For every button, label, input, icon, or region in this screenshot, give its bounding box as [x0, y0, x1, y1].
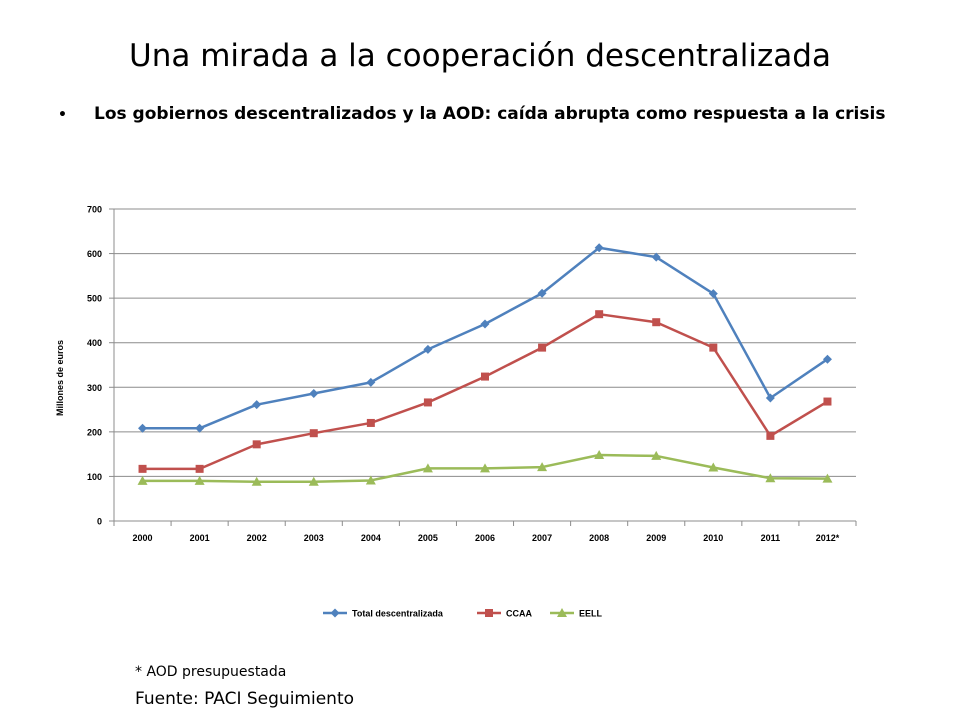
x-tick-label: 2009	[646, 533, 666, 543]
data-point	[309, 429, 318, 438]
data-point	[708, 289, 718, 299]
series-group	[137, 243, 833, 486]
data-point	[538, 343, 547, 352]
legend-label: Total descentralizada	[352, 609, 444, 619]
data-point	[423, 398, 432, 407]
data-point	[365, 475, 376, 485]
x-tick-label: 2006	[475, 533, 495, 543]
series-1	[138, 310, 832, 473]
data-point	[137, 475, 148, 485]
x-tick-label: 2010	[703, 533, 723, 543]
data-point	[595, 310, 604, 319]
y-axis-title: Millones de euros	[55, 340, 65, 416]
data-point	[765, 473, 776, 483]
x-tick-label: 2008	[589, 533, 609, 543]
series-2	[137, 450, 833, 486]
data-point	[651, 252, 661, 262]
data-point	[423, 344, 433, 354]
y-tick-label: 300	[87, 383, 102, 393]
legend-label: CCAA	[506, 609, 532, 619]
slide-title: Una mirada a la cooperación descentraliz…	[129, 38, 831, 74]
series-0	[138, 243, 832, 433]
bullet-text: Los gobiernos descentralizados y la AOD:…	[94, 104, 886, 124]
data-point	[480, 463, 490, 473]
data-point	[652, 318, 661, 327]
y-tick-label: 0	[97, 517, 102, 527]
data-point	[651, 450, 662, 460]
bullet-item: • Los gobiernos descentralizados y la AO…	[58, 104, 938, 124]
y-tick-label: 500	[87, 294, 102, 304]
data-point	[480, 319, 490, 329]
data-point	[138, 464, 147, 473]
bullet-icon: •	[58, 107, 67, 123]
legend-item: Total descentralizada	[323, 608, 444, 619]
data-point	[594, 450, 605, 460]
data-point	[195, 423, 205, 433]
series-line	[142, 246, 829, 430]
data-point	[822, 354, 832, 364]
data-point	[422, 463, 433, 473]
data-point	[594, 243, 604, 253]
data-point	[708, 462, 719, 472]
x-tick-label: 2012*	[816, 533, 840, 543]
legend-marker	[485, 609, 493, 617]
data-point	[366, 377, 376, 387]
axes: 0 100 200 300 400 500 600 700 2000 2001 2002 2003 20…	[55, 205, 857, 543]
data-point	[252, 440, 261, 449]
data-point	[766, 431, 775, 440]
data-point	[765, 393, 775, 403]
x-tick-label: 2004	[361, 533, 381, 543]
y-tick-label: 600	[87, 249, 102, 259]
gridlines	[114, 208, 856, 477]
y-tick-label: 100	[87, 472, 102, 482]
x-tick-label: 2001	[190, 533, 210, 543]
data-point	[251, 476, 262, 486]
series-line	[142, 312, 829, 471]
data-point	[195, 464, 204, 473]
legend-marker	[557, 608, 567, 617]
data-point	[822, 473, 833, 483]
source-note: Fuente: PACI Seguimiento	[135, 689, 355, 709]
data-point	[366, 418, 375, 427]
legend-marker	[330, 608, 340, 618]
legend: Total descentralizada CCAA EELL	[323, 608, 603, 619]
y-tick-label: 200	[87, 427, 102, 437]
data-point	[481, 372, 489, 381]
legend-label: EELL	[579, 609, 603, 619]
legend-item: EELL	[550, 608, 603, 619]
data-point	[537, 462, 548, 472]
data-point	[537, 288, 547, 298]
data-point	[309, 389, 319, 399]
x-tick-label: 2002	[247, 533, 267, 543]
data-point	[138, 423, 148, 433]
data-point	[194, 475, 205, 485]
data-point	[308, 476, 319, 486]
x-tick-label: 2003	[304, 533, 324, 543]
footnote: * AOD presupuestada	[135, 664, 287, 680]
data-point	[709, 343, 718, 352]
y-tick-label: 400	[87, 338, 102, 348]
x-tick-label: 2011	[761, 533, 781, 543]
x-tick-label: 2007	[532, 533, 552, 543]
data-point	[252, 400, 262, 410]
legend-item: CCAA	[477, 609, 532, 619]
x-tick-label: 2005	[418, 533, 438, 543]
y-tick-label: 700	[87, 205, 102, 215]
data-point	[823, 397, 832, 406]
x-tick-label: 2000	[133, 533, 153, 543]
